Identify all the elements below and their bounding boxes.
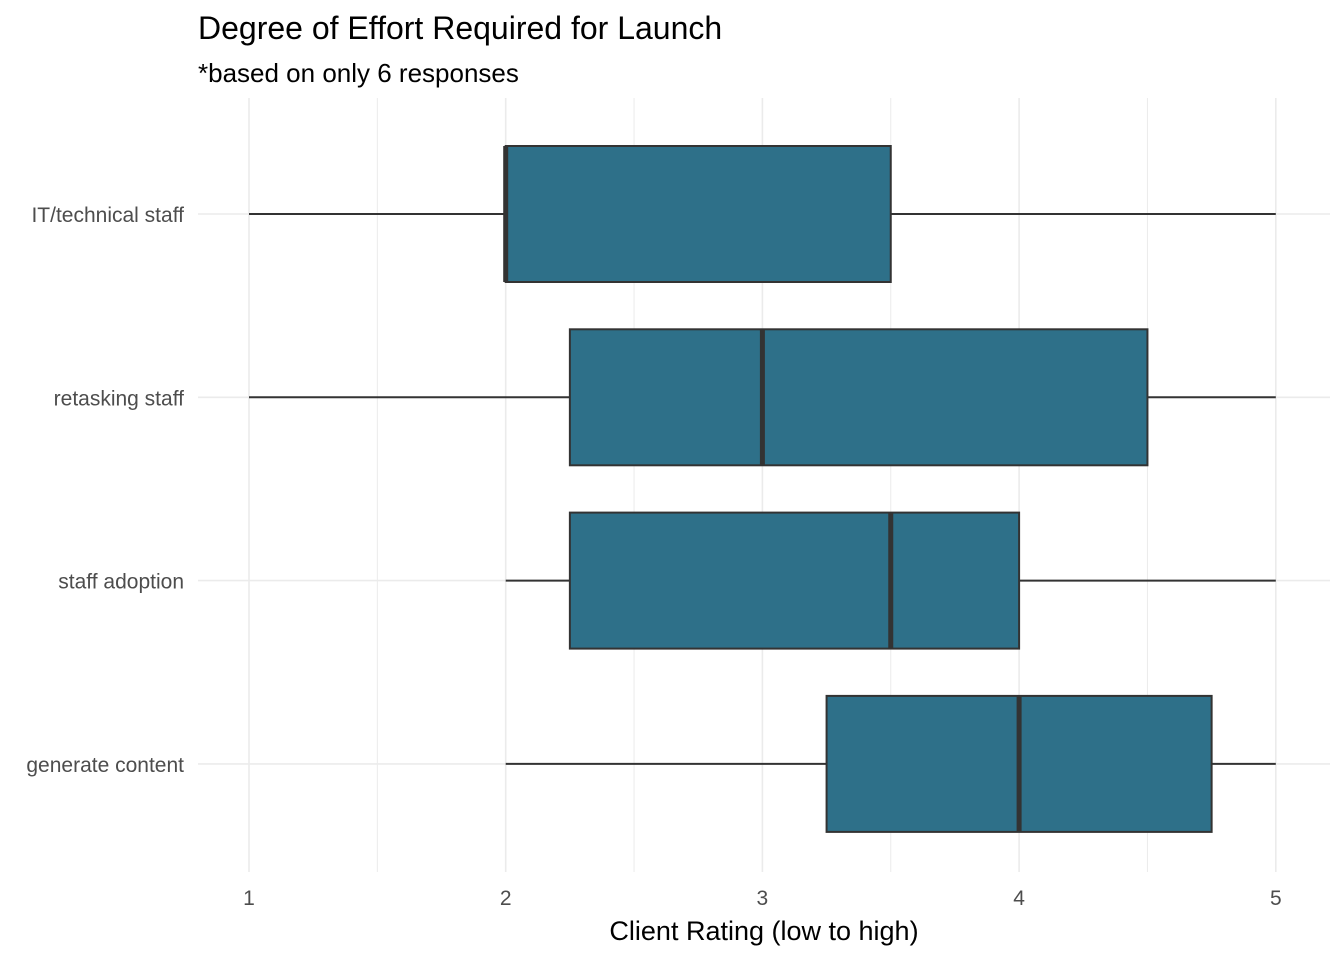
box-group [249,328,1276,467]
x-tick-label: 4 [1013,887,1025,910]
box-layer [249,145,1276,833]
box [568,511,1021,650]
box [568,328,1149,467]
x-tick-label: 5 [1270,887,1282,910]
y-tick-label: staff adoption [58,571,184,594]
x-tick-label: 1 [243,887,255,910]
x-tick-label: 3 [757,887,769,910]
y-tick-label: generate content [26,754,184,777]
label-layer: IT/technical staff retasking staff staff a… [26,204,1281,946]
x-tick-label: 2 [500,887,512,910]
box-group [505,511,1276,650]
x-axis-label: Client Rating (low to high) [609,916,918,946]
chart-subtitle: *based on only 6 responses [198,58,519,88]
box-group [249,145,1276,283]
chart-title: Degree of Effort Required for Launch [198,10,723,46]
box-group [505,694,1276,833]
box [504,145,892,283]
y-tick-label: retasking staff [54,387,185,410]
y-tick-label: IT/technical staff [31,204,184,227]
